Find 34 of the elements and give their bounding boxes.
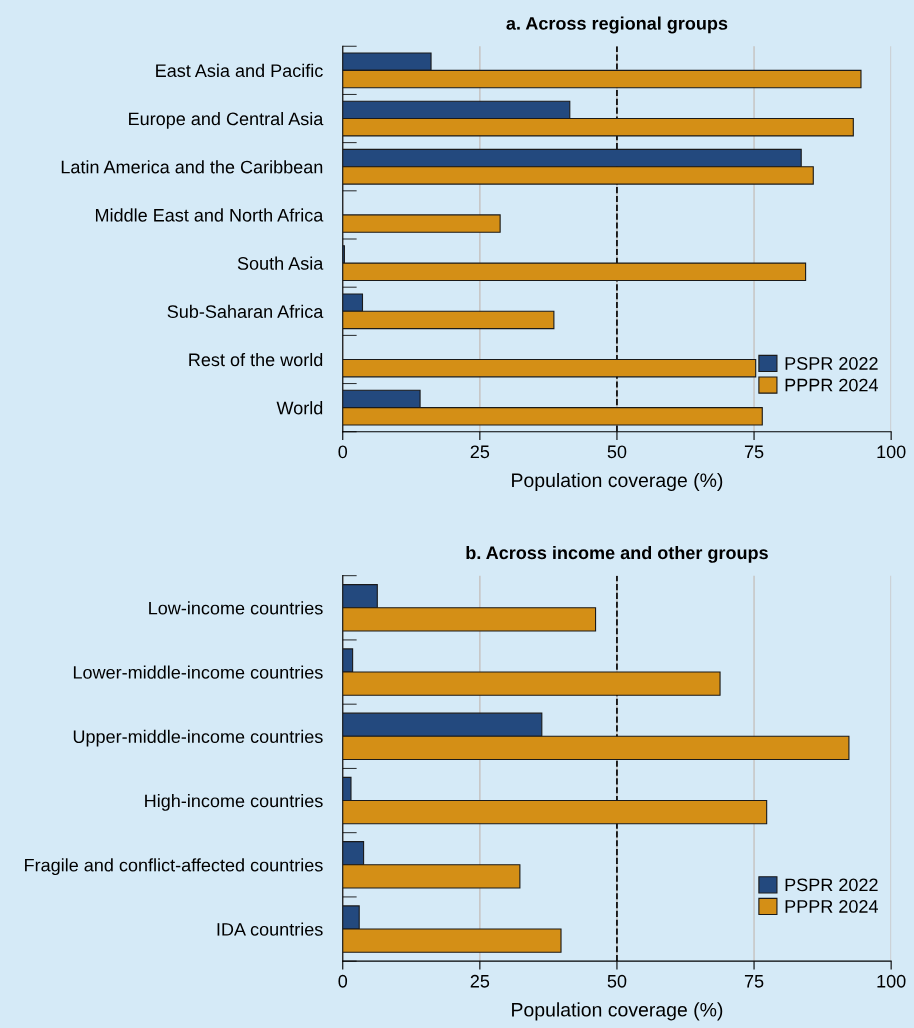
x-axis-title: Population coverage (%)	[512, 472, 723, 492]
x-axis-title: Population coverage (%)	[512, 1002, 723, 1021]
y-tick-label: World	[276, 401, 323, 415]
bar	[342, 358, 757, 378]
y-tick-label: Upper-middle-income countries	[73, 729, 323, 747]
y-tick-label: Europe and Central Asia	[129, 112, 324, 129]
legend-label: PPPR 2024	[785, 900, 878, 913]
x-tick-label: 25	[470, 445, 490, 459]
legend-label: PSPR 2022	[785, 878, 878, 892]
y-tick-label: Lower-middle-income countries	[73, 665, 323, 679]
x-tick-label: 75	[744, 975, 764, 988]
bar	[342, 214, 501, 233]
x-tick-label: 0	[338, 445, 348, 459]
y-tick-label: Rest of the world	[189, 352, 323, 367]
y-tick-label: East Asia and Pacific	[156, 63, 323, 78]
y-tick-label: Fragile and conflict-affected countries	[25, 858, 323, 876]
y-tick-label: South Asia	[237, 256, 324, 270]
y-tick-label: Latin America and the Caribbean	[61, 160, 323, 174]
chart-title: b. Across income and other groups	[466, 545, 768, 563]
y-tick-label: Middle East and North Africa	[95, 208, 324, 222]
legend-label: PPPR 2024	[785, 378, 878, 392]
y-tick-label: IDA countries	[217, 922, 323, 936]
x-tick-label: 75	[744, 445, 764, 459]
x-tick-label: 100	[877, 445, 906, 459]
y-tick-label: Sub-Saharan Africa	[167, 304, 324, 319]
legend-label: PSPR 2022	[785, 357, 878, 370]
y-tick-label: Low-income countries	[149, 601, 323, 615]
chart-title: a. Across regional groups	[506, 16, 728, 34]
x-tick-label: 0	[338, 974, 348, 988]
x-tick-label: 100	[877, 974, 906, 988]
x-tick-label: 50	[607, 974, 627, 988]
x-tick-label: 25	[470, 974, 490, 988]
x-tick-label: 50	[607, 445, 627, 459]
y-tick-label: High-income countries	[145, 794, 323, 811]
